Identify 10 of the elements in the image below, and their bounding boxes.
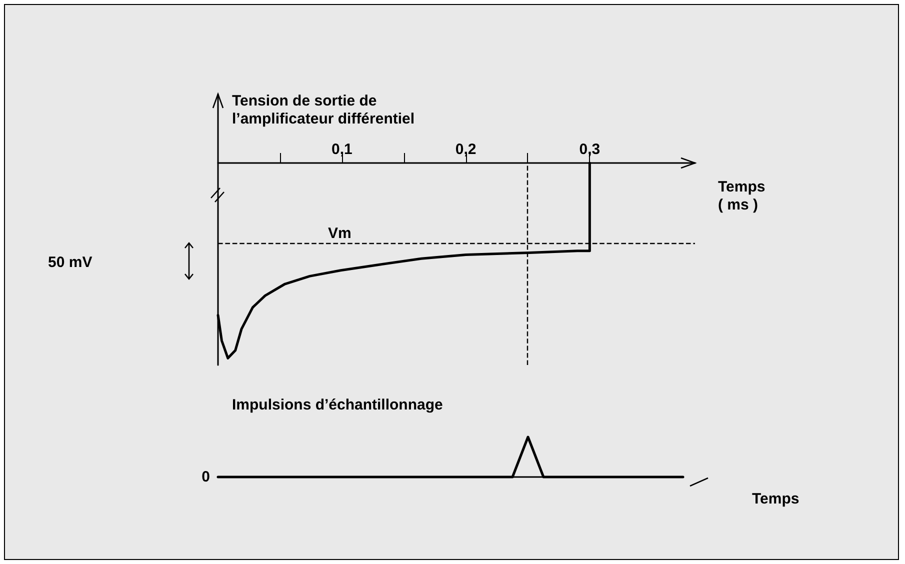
x-tick-label: 0,3: [579, 141, 600, 158]
x-tick-label: 0,1: [331, 141, 352, 158]
x-tick-label: 0,2: [455, 141, 476, 158]
x-axis-title: Temps ( ms ): [718, 178, 766, 214]
x-axis-title: Temps: [752, 490, 800, 508]
chart-title: Impulsions d’échantillonnage: [232, 396, 443, 414]
chart-title: Tension de sortie de l’amplificateur différentiel: [232, 92, 415, 128]
ref-line-label: Vm: [328, 225, 352, 242]
text: 0: [202, 468, 210, 486]
text: 50 mV: [48, 254, 92, 271]
